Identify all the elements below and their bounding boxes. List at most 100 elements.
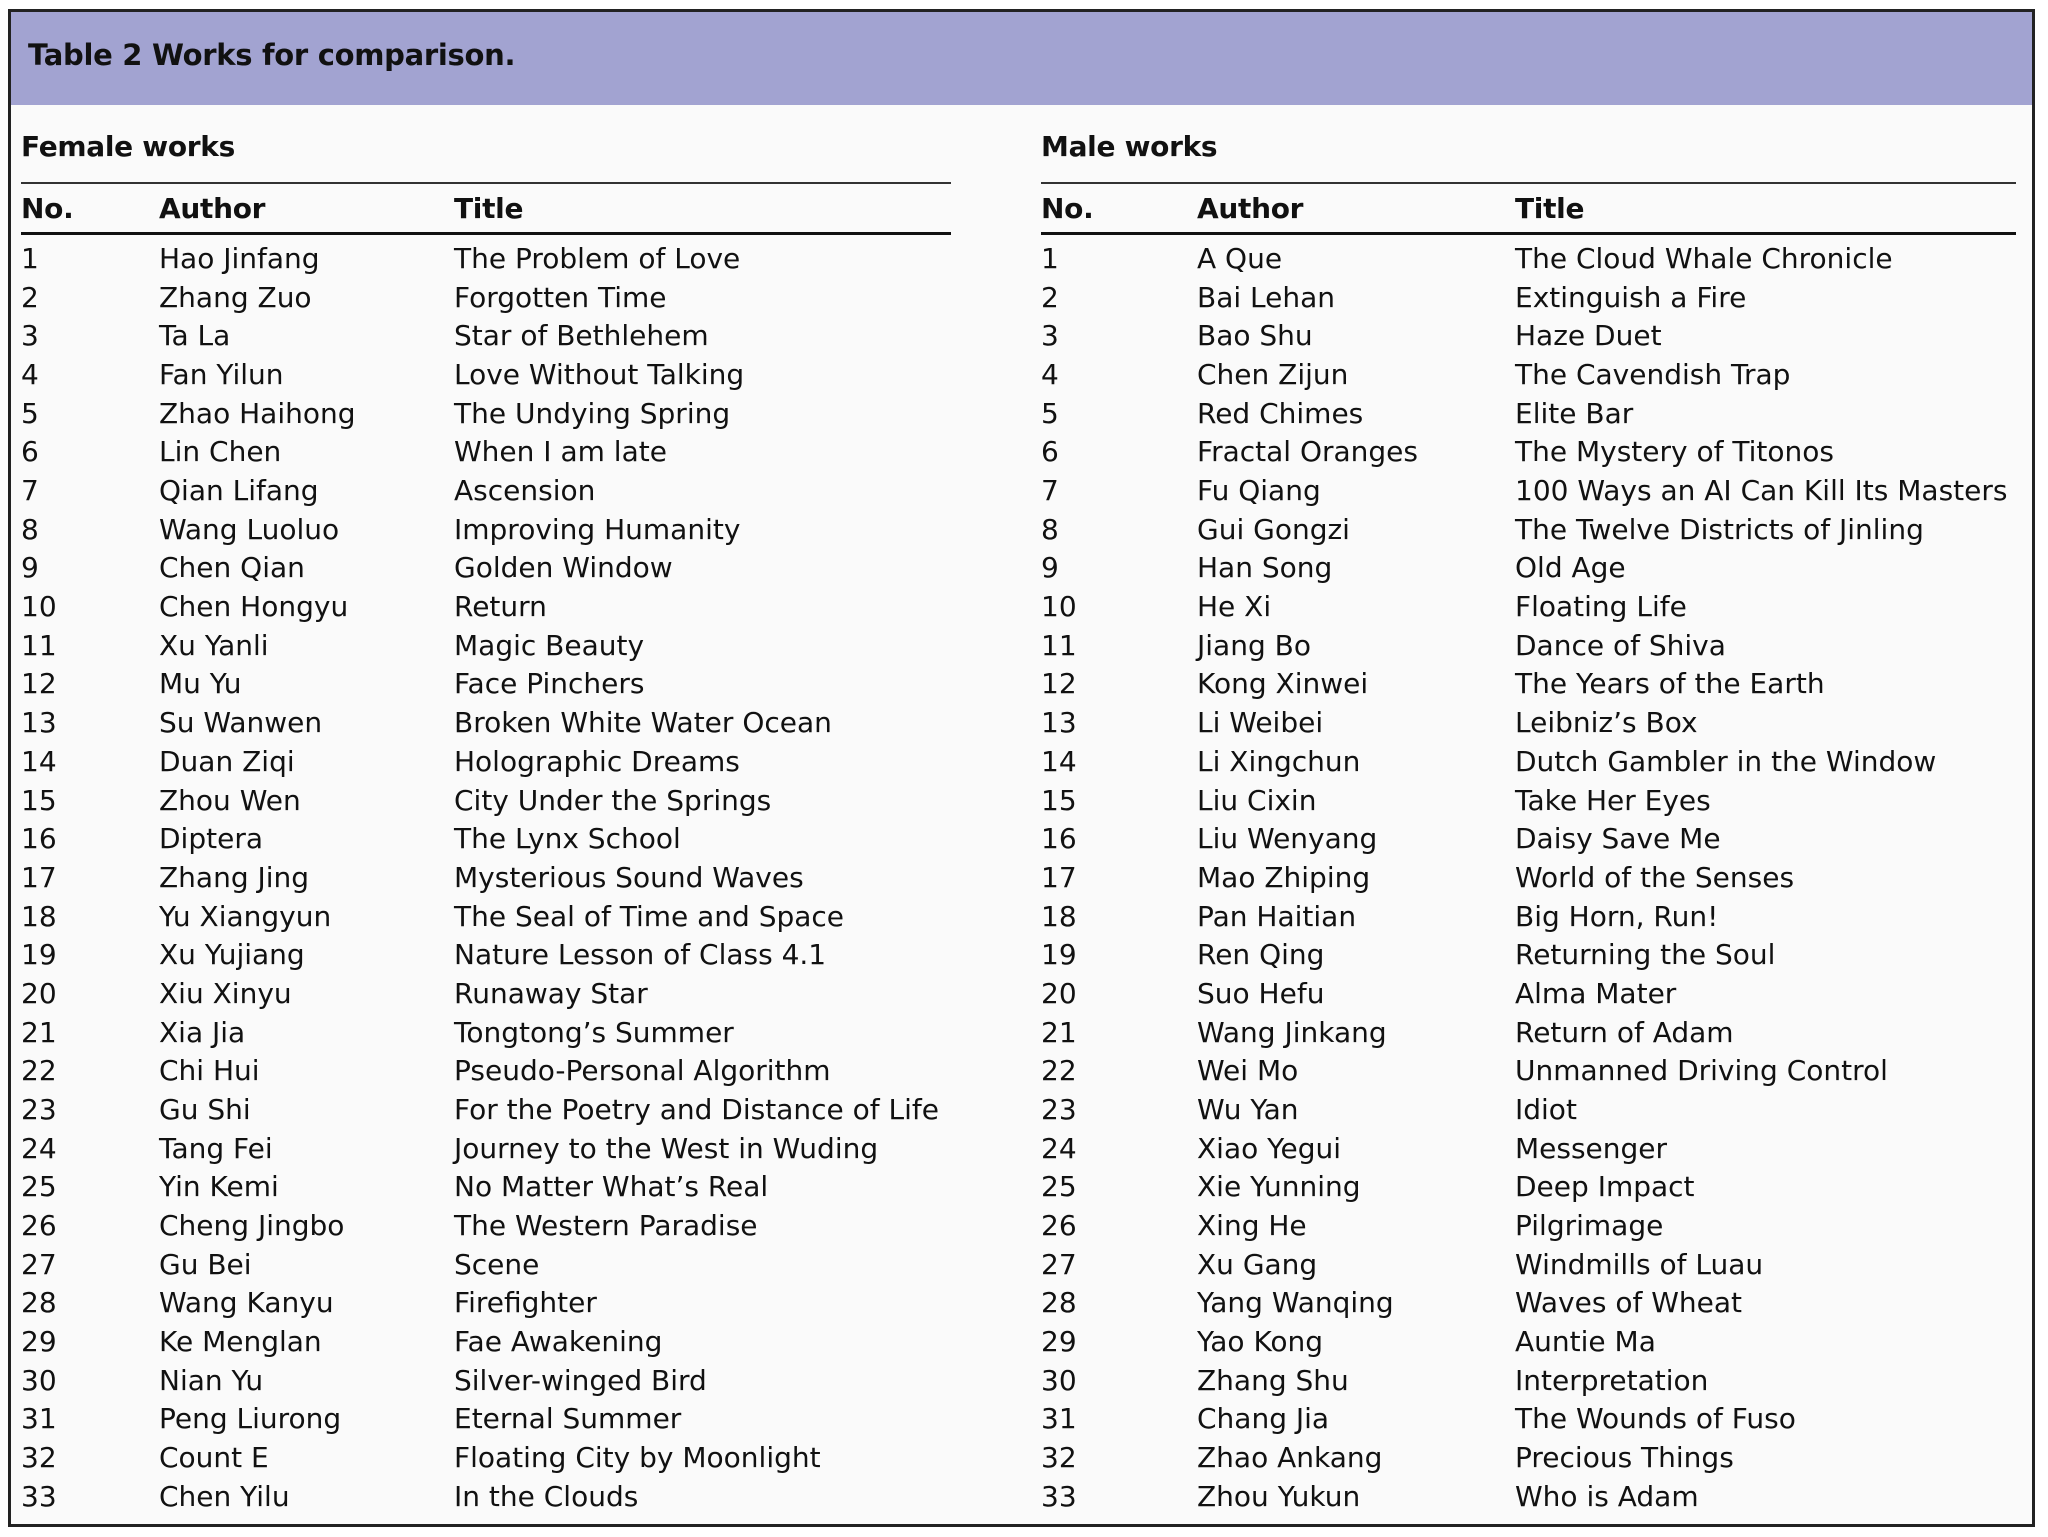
author-name: Mu Yu (159, 667, 242, 701)
row-number: 21 (21, 1015, 57, 1049)
author-name: Ta La (159, 319, 231, 353)
table-frame: Table 2 Works for comparison. Female wor… (8, 9, 2035, 1527)
row-number: 17 (21, 860, 57, 894)
row-number: 3 (21, 319, 39, 353)
author-name: Fan Yilun (159, 358, 284, 392)
row-number: 30 (21, 1363, 57, 1397)
work-title: The Cloud Whale Chronicle (1515, 242, 1893, 275)
work-title: The Wounds of Fuso (1515, 1402, 1796, 1436)
work-title: The Problem of Love (454, 242, 741, 275)
row-number: 10 (1041, 590, 1077, 624)
author-name: Su Wanwen (159, 706, 323, 740)
work-title: Pilgrimage (1515, 1209, 1664, 1242)
author-name: Li Weibei (1197, 706, 1324, 740)
table-caption: Table 2 Works for comparison. (28, 38, 516, 72)
work-title: Holographic Dreams (454, 744, 740, 778)
row-number: 1 (21, 242, 39, 275)
row-number: 24 (1041, 1131, 1077, 1165)
row-number: 9 (21, 551, 39, 585)
work-title: Nature Lesson of Class 4.1 (454, 938, 827, 972)
work-title: World of the Senses (1515, 860, 1795, 894)
author-name: Liu Cixin (1197, 783, 1317, 817)
row-number: 5 (1041, 396, 1059, 430)
work-title: Firefighter (454, 1286, 597, 1320)
work-title: Idiot (1515, 1092, 1577, 1126)
row-number: 12 (21, 667, 57, 701)
work-title: Dance of Shiva (1515, 628, 1726, 662)
row-number: 17 (1041, 860, 1077, 894)
author-name: Qian Lifang (159, 474, 319, 508)
author-name: Ren Qing (1197, 938, 1325, 972)
female-works-heading: Female works (21, 130, 235, 163)
work-title: Improving Humanity (454, 512, 741, 546)
row-number: 1 (1041, 242, 1059, 275)
author-name: Chen Qian (159, 551, 305, 585)
author-name: Peng Liurong (159, 1402, 342, 1436)
work-title: Leibniz’s Box (1515, 706, 1698, 740)
author-name: Mao Zhiping (1197, 860, 1371, 894)
column-header-author: Author (159, 192, 266, 225)
author-name: Zhang Jing (159, 860, 310, 894)
work-title: 100 Ways an AI Can Kill Its Masters (1515, 474, 2008, 508)
author-name: Xia Jia (159, 1015, 246, 1049)
work-title: City Under the Springs (454, 783, 772, 817)
author-name: Yin Kemi (159, 1170, 279, 1204)
row-number: 24 (21, 1131, 57, 1165)
row-number: 33 (21, 1479, 57, 1513)
work-title: Silver-winged Bird (454, 1363, 707, 1397)
author-name: Chen Zijun (1197, 358, 1349, 392)
row-number: 16 (1041, 822, 1077, 856)
row-number: 5 (21, 396, 39, 430)
author-name: Fu Qiang (1197, 474, 1321, 508)
work-title: Return (454, 590, 547, 624)
author-name: Zhao Haihong (159, 396, 356, 430)
row-number: 19 (21, 938, 57, 972)
author-name: Zhang Shu (1197, 1363, 1349, 1397)
author-name: Li Xingchun (1197, 744, 1361, 778)
author-name: Zhang Zuo (159, 280, 312, 314)
author-name: Xiu Xinyu (159, 976, 292, 1010)
work-title: Eternal Summer (454, 1402, 682, 1436)
row-number: 32 (1041, 1441, 1077, 1475)
header-rule (1041, 232, 2016, 235)
author-name: Cheng Jingbo (159, 1209, 345, 1242)
row-number: 23 (21, 1092, 57, 1126)
row-number: 22 (21, 1054, 57, 1088)
author-name: Gu Bei (159, 1247, 252, 1281)
work-title: The Cavendish Trap (1515, 358, 1791, 392)
row-number: 7 (21, 474, 39, 508)
row-number: 13 (21, 706, 57, 740)
work-title: The Seal of Time and Space (454, 899, 845, 933)
column-header-title: Title (1515, 192, 1585, 225)
work-title: Face Pinchers (454, 667, 645, 701)
work-title: Return of Adam (1515, 1015, 1734, 1049)
author-name: Wang Luoluo (159, 512, 340, 546)
author-name: Yu Xiangyun (159, 899, 332, 933)
row-number: 22 (1041, 1054, 1077, 1088)
author-name: Xie Yunning (1197, 1170, 1361, 1204)
row-number: 20 (21, 976, 57, 1010)
author-name: Zhou Yukun (1197, 1479, 1361, 1513)
work-title: Broken White Water Ocean (454, 706, 832, 740)
author-name: Wei Mo (1197, 1054, 1299, 1088)
work-title: Ascension (454, 474, 596, 508)
row-number: 11 (21, 628, 57, 662)
row-number: 16 (21, 822, 57, 856)
row-number: 28 (1041, 1286, 1077, 1320)
author-name: Xu Gang (1197, 1247, 1318, 1281)
work-title: Auntie Ma (1515, 1325, 1656, 1359)
row-number: 31 (21, 1402, 57, 1436)
row-number: 11 (1041, 628, 1077, 662)
work-title: Unmanned Driving Control (1515, 1054, 1888, 1088)
column-header-title: Title (454, 192, 524, 225)
work-title: Returning the Soul (1515, 938, 1776, 972)
author-name: Gu Shi (159, 1092, 251, 1126)
work-title: Precious Things (1515, 1441, 1734, 1475)
row-number: 8 (1041, 512, 1059, 546)
male-works-heading: Male works (1041, 130, 1218, 163)
row-number: 9 (1041, 551, 1059, 585)
work-title: Extinguish a Fire (1515, 280, 1747, 314)
row-number: 19 (1041, 938, 1077, 972)
author-name: Ke Menglan (159, 1325, 322, 1359)
row-number: 14 (21, 744, 57, 778)
